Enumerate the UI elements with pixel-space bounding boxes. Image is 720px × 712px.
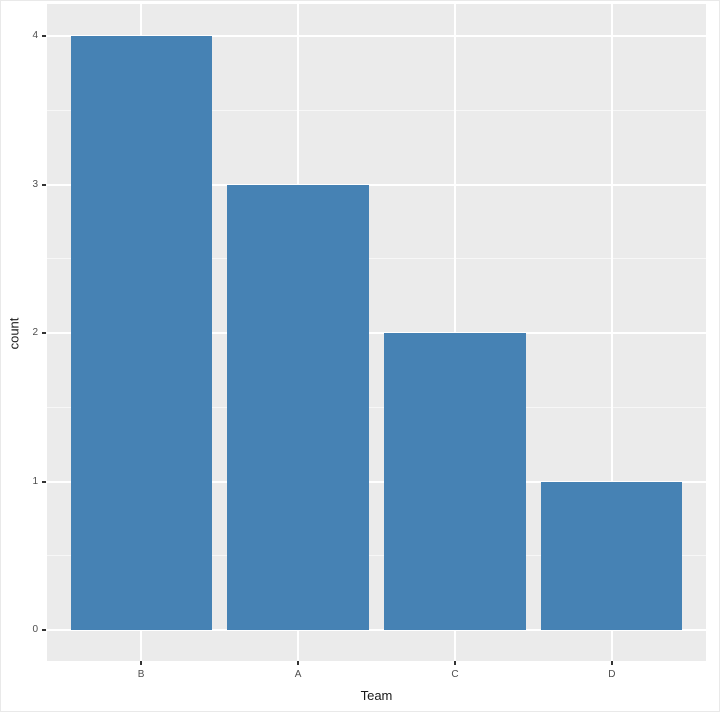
gridline-major-horizontal (47, 35, 706, 37)
gridline-major-vertical (453, 4, 456, 661)
y-tick-label: 1 (32, 475, 38, 487)
bar-D (541, 481, 683, 630)
y-tick-mark (42, 629, 46, 631)
gridline-minor-horizontal (47, 406, 706, 408)
gridline-major-horizontal (47, 480, 706, 483)
gridline-major-horizontal (47, 332, 706, 334)
y-tick-label: 3 (32, 178, 38, 190)
gridline-minor-horizontal (47, 555, 706, 557)
y-tick-label: 2 (32, 327, 38, 338)
gridline-major-horizontal (47, 629, 706, 631)
y-tick-label: 0 (32, 624, 38, 635)
bar-A (227, 184, 369, 630)
y-tick-mark (42, 183, 46, 186)
x-tick-mark (453, 661, 456, 665)
gridline-minor-horizontal (47, 109, 706, 111)
bar-B (70, 36, 212, 630)
plot-panel (47, 4, 706, 661)
x-tick-mark (140, 661, 143, 665)
x-tick-mark (297, 661, 300, 665)
x-tick-label: A (294, 669, 302, 680)
x-tick-mark (610, 661, 613, 665)
x-tick-label: D (608, 669, 616, 680)
y-tick-label: 4 (32, 30, 38, 41)
gridline-major-vertical (610, 4, 613, 661)
x-tick-label: B (137, 669, 145, 680)
x-axis-title: Team (360, 688, 393, 703)
x-tick-label: C (451, 669, 459, 680)
gridline-minor-horizontal (47, 258, 706, 260)
y-tick-mark (42, 480, 46, 483)
bar-C (384, 333, 526, 630)
gridline-major-horizontal (47, 183, 706, 186)
y-tick-mark (42, 332, 46, 334)
y-tick-mark (42, 35, 46, 37)
y-axis-title: count (6, 317, 22, 350)
